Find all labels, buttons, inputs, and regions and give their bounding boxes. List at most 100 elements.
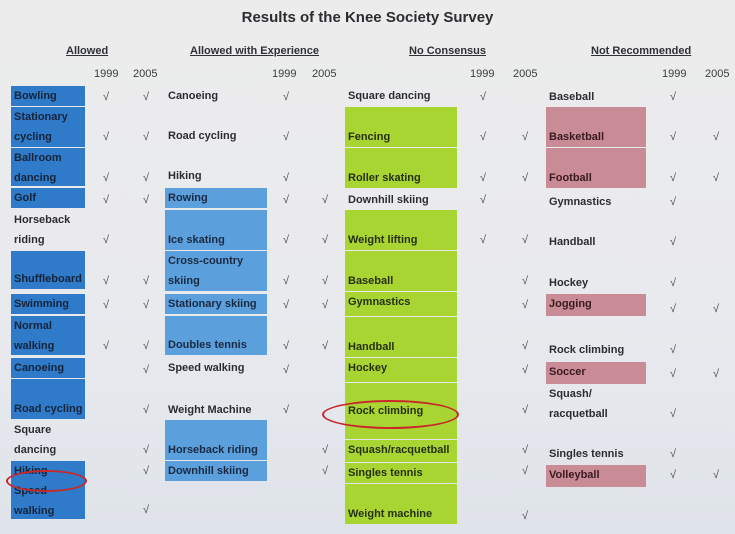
check-mark: √ bbox=[670, 303, 677, 315]
check-mark: √ bbox=[143, 465, 150, 477]
consensus-item: Downhill skiing bbox=[348, 194, 429, 206]
not-recommended-item: Singles tennis bbox=[549, 448, 624, 460]
header-allowed-with-experience: Allowed with Experience bbox=[190, 45, 319, 57]
check-mark: √ bbox=[143, 194, 150, 206]
check-mark: √ bbox=[522, 275, 529, 287]
check-mark: √ bbox=[322, 275, 329, 287]
check-mark: √ bbox=[283, 234, 290, 246]
check-mark: √ bbox=[522, 364, 529, 376]
not-recommended-item: Baseball bbox=[549, 91, 595, 103]
experience-item: Stationary skiing bbox=[165, 294, 267, 314]
check-mark: √ bbox=[522, 299, 529, 311]
check-mark: √ bbox=[480, 172, 487, 184]
experience-item: Weight Machine bbox=[168, 404, 252, 416]
check-mark: √ bbox=[322, 299, 329, 311]
check-mark: √ bbox=[670, 448, 677, 460]
check-mark: √ bbox=[522, 465, 529, 477]
allowed-item: Normal walking bbox=[11, 316, 85, 355]
check-mark: √ bbox=[713, 172, 720, 184]
not-recommended-item: Gymnastics bbox=[549, 196, 612, 208]
check-mark: √ bbox=[522, 234, 529, 246]
highlight-ellipse bbox=[6, 470, 87, 492]
allowed-item: Shuffleboard bbox=[11, 251, 85, 289]
check-mark: √ bbox=[713, 469, 720, 481]
check-mark: √ bbox=[670, 172, 677, 184]
check-mark: √ bbox=[103, 91, 110, 103]
page-title: Results of the Knee Society Survey bbox=[241, 9, 494, 26]
check-mark: √ bbox=[143, 404, 150, 416]
not-recommended-item: Soccer bbox=[546, 362, 646, 384]
check-mark: √ bbox=[283, 364, 290, 376]
check-mark: √ bbox=[522, 340, 529, 352]
check-mark: √ bbox=[283, 172, 290, 184]
check-mark: √ bbox=[480, 194, 487, 206]
not-recommended-item: Handball bbox=[549, 236, 596, 248]
check-mark: √ bbox=[103, 172, 110, 184]
check-mark: √ bbox=[103, 194, 110, 206]
not-recommended-item: Football bbox=[546, 148, 646, 188]
check-mark: √ bbox=[522, 510, 529, 522]
consensus-item: Handball bbox=[345, 317, 457, 357]
check-mark: √ bbox=[670, 277, 677, 289]
experience-item: Speed walking bbox=[168, 362, 245, 374]
not-recommended-item: Basketball bbox=[546, 107, 646, 147]
check-mark: √ bbox=[283, 404, 290, 416]
allowed-item: Ballroom dancing bbox=[11, 148, 85, 186]
year-1999-allowed: 1999 bbox=[94, 68, 119, 80]
year-1999-not-recommended: 1999 bbox=[662, 68, 687, 80]
check-mark: √ bbox=[670, 91, 677, 103]
consensus-item: Square dancing bbox=[348, 90, 431, 102]
check-mark: √ bbox=[322, 234, 329, 246]
check-mark: √ bbox=[322, 340, 329, 352]
check-mark: √ bbox=[143, 340, 150, 352]
check-mark: √ bbox=[670, 408, 677, 420]
experience-item: Canoeing bbox=[168, 90, 219, 102]
check-mark: √ bbox=[522, 404, 529, 416]
check-mark: √ bbox=[143, 299, 150, 311]
header-not-recommended: Not Recommended bbox=[591, 45, 692, 57]
check-mark: √ bbox=[103, 234, 110, 246]
experience-item: Doubles tennis bbox=[165, 316, 267, 355]
experience-item: Ice skating bbox=[165, 210, 267, 250]
check-mark: √ bbox=[670, 469, 677, 481]
check-mark: √ bbox=[143, 91, 150, 103]
check-mark: √ bbox=[103, 340, 110, 352]
experience-item: Rowing bbox=[165, 188, 267, 208]
check-mark: √ bbox=[143, 364, 150, 376]
not-recommended-item: Squash/racquetball bbox=[549, 388, 608, 420]
header-no-consensus: No Consensus bbox=[409, 45, 487, 57]
experience-item: Road cycling bbox=[168, 130, 237, 142]
check-mark: √ bbox=[522, 444, 529, 456]
year-2005-allowed: 2005 bbox=[133, 68, 158, 80]
allowed-item: Stationary cycling bbox=[11, 107, 85, 147]
consensus-item: Weight machine bbox=[345, 484, 457, 524]
not-recommended-item: Jogging bbox=[546, 294, 646, 316]
check-mark: √ bbox=[143, 131, 150, 143]
consensus-item: Baseball bbox=[345, 251, 457, 291]
consensus-item: Weight lifting bbox=[345, 210, 457, 250]
check-mark: √ bbox=[283, 131, 290, 143]
check-mark: √ bbox=[283, 275, 290, 287]
check-mark: √ bbox=[143, 504, 150, 516]
consensus-item: Hockey bbox=[345, 358, 457, 382]
check-mark: √ bbox=[283, 299, 290, 311]
not-recommended-item: Hockey bbox=[549, 277, 589, 289]
check-mark: √ bbox=[480, 91, 487, 103]
check-mark: √ bbox=[103, 131, 110, 143]
check-mark: √ bbox=[283, 340, 290, 352]
check-mark: √ bbox=[283, 91, 290, 103]
check-mark: √ bbox=[103, 275, 110, 287]
experience-item: Hiking bbox=[168, 170, 202, 182]
year-2005-experience: 2005 bbox=[312, 68, 337, 80]
check-mark: √ bbox=[670, 344, 677, 356]
check-mark: √ bbox=[480, 131, 487, 143]
allowed-item: Canoeing bbox=[11, 358, 85, 378]
check-mark: √ bbox=[143, 172, 150, 184]
check-mark: √ bbox=[522, 131, 529, 143]
not-recommended-item: Volleyball bbox=[546, 465, 646, 487]
allowed-item: Golf bbox=[11, 188, 85, 208]
check-mark: √ bbox=[322, 194, 329, 206]
not-recommended-item: Rock climbing bbox=[549, 344, 625, 356]
consensus-item: Singles tennis bbox=[345, 463, 457, 483]
check-mark: √ bbox=[713, 303, 720, 315]
